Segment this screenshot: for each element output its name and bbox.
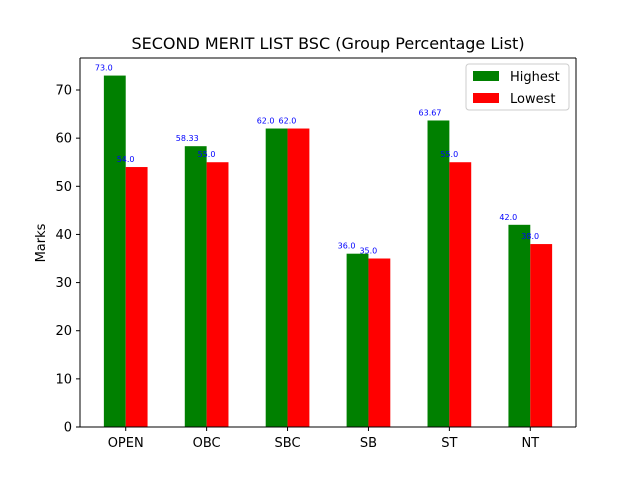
x-tick-label: SB <box>360 436 377 451</box>
data-label-lowest-nt: 38.0 <box>521 232 539 241</box>
bar-highest-nt <box>508 224 531 427</box>
bar-highest-open <box>103 75 126 428</box>
plot-area: 73.0 58.33 62.0 36.0 63.67 42.0 54.0 55.0 62.0 35… <box>55 57 577 451</box>
data-label-highest-nt: 42.0 <box>499 213 517 222</box>
bar-lowest-sb <box>368 258 391 427</box>
data-label-lowest-open: 54.0 <box>117 155 135 164</box>
y-tick-label: 70 <box>55 84 72 99</box>
data-label-highest-sbc: 62.0 <box>257 117 275 126</box>
legend: Highest Lowest <box>465 63 570 111</box>
chart-title: SECOND MERIT LIST BSC (Group Percentage … <box>131 34 524 53</box>
data-label-lowest-st: 55.0 <box>440 150 458 159</box>
x-tick-label: OPEN <box>108 436 144 451</box>
y-axis-label: Marks <box>34 223 49 262</box>
data-label-highest-open: 73.0 <box>95 64 113 73</box>
x-tick-label: OBC <box>193 436 221 451</box>
data-label-lowest-sbc: 62.0 <box>279 117 297 126</box>
bar-highest-st <box>427 120 450 428</box>
data-label-lowest-obc: 55.0 <box>198 150 216 159</box>
y-tick-label: 40 <box>55 228 72 243</box>
legend-swatch-highest <box>473 71 499 81</box>
bar-lowest-open <box>125 167 148 428</box>
data-label-highest-sb: 36.0 <box>338 242 356 251</box>
x-tick-label: ST <box>441 436 457 451</box>
bar-lowest-sbc <box>287 128 310 427</box>
legend-label-lowest: Lowest <box>510 92 555 107</box>
y-tick-label: 50 <box>55 180 72 195</box>
y-tick-label: 20 <box>55 324 72 339</box>
y-tick-label: 10 <box>55 372 72 387</box>
bar-lowest-nt <box>530 244 553 427</box>
legend-label-highest: Highest <box>510 70 560 85</box>
y-tick-label: 0 <box>64 421 72 436</box>
bar-highest-sbc <box>265 128 288 427</box>
y-tick-label: 60 <box>55 132 72 147</box>
x-tick-label: SBC <box>275 436 301 451</box>
y-tick-label: 30 <box>55 276 72 291</box>
x-tick-label: NT <box>521 436 539 451</box>
data-label-highest-st: 63.67 <box>419 108 442 117</box>
data-label-highest-obc: 58.33 <box>176 134 199 143</box>
bar-lowest-obc <box>206 162 229 428</box>
legend-swatch-lowest <box>473 93 499 103</box>
bar-highest-obc <box>184 146 207 427</box>
bar-highest-sb <box>346 253 369 427</box>
bar-lowest-st <box>449 162 472 428</box>
data-label-lowest-sb: 35.0 <box>359 247 377 256</box>
